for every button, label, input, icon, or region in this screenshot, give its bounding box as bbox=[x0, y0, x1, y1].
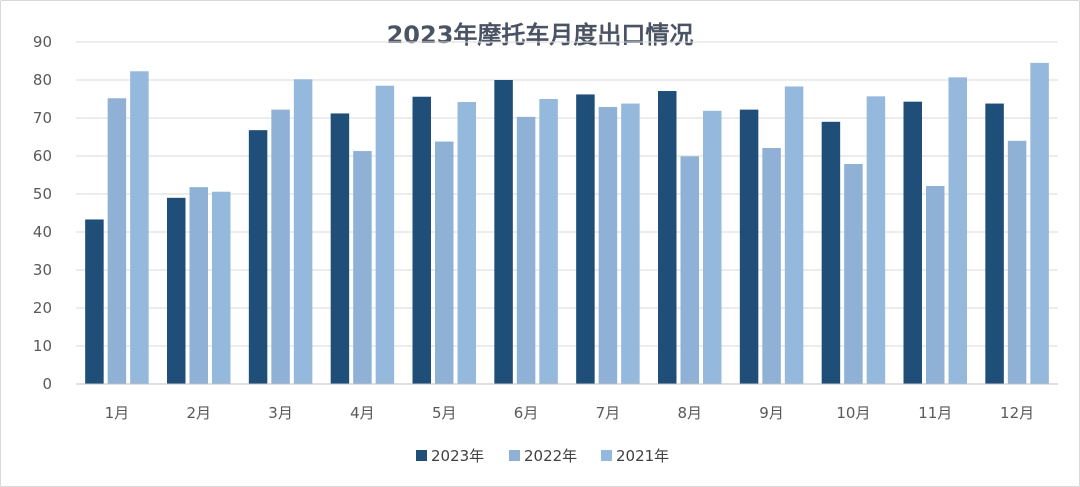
chart-title: 2023年摩托车月度出口情况 bbox=[387, 21, 694, 49]
bar-2022年-5月 bbox=[435, 141, 454, 384]
y-tick-label: 30 bbox=[33, 261, 52, 279]
x-tick-label: 7月 bbox=[596, 404, 621, 422]
bar-2023年-7月 bbox=[576, 94, 595, 384]
bar-2021年-11月 bbox=[948, 77, 967, 384]
bar-2022年-4月 bbox=[353, 151, 372, 384]
bar-2021年-5月 bbox=[457, 102, 476, 384]
y-tick-label: 90 bbox=[33, 33, 52, 51]
bar-2021年-2月 bbox=[212, 191, 231, 384]
x-tick-label: 4月 bbox=[350, 404, 375, 422]
bar-2022年-1月 bbox=[107, 98, 127, 385]
y-axis: 0 10 20 30 40 50 60 70 80 90 bbox=[33, 33, 52, 393]
bar-2021年-7月 bbox=[621, 103, 640, 384]
x-tick-label: 8月 bbox=[677, 404, 702, 422]
bar-2021年-4月 bbox=[375, 85, 395, 384]
bar-2023年-1月 bbox=[85, 219, 104, 384]
y-tick-label: 60 bbox=[33, 147, 52, 165]
y-tick-label: 70 bbox=[33, 109, 52, 127]
bar-2021年-12月 bbox=[1030, 62, 1049, 385]
x-tick-label: 11月 bbox=[918, 404, 952, 422]
bar-2023年-11月 bbox=[903, 101, 922, 384]
x-tick-label: 3月 bbox=[268, 404, 293, 422]
bar-2022年-7月 bbox=[598, 106, 618, 384]
x-axis: 1月 2月 3月 4月 5月 6月 7月 8月 9月 10月 11月 12月 bbox=[76, 383, 1058, 422]
legend-swatch bbox=[416, 450, 427, 461]
y-tick-label: 40 bbox=[33, 223, 52, 241]
legend-label: 2023年 bbox=[431, 447, 484, 465]
bar-2021年-10月 bbox=[866, 96, 886, 384]
y-tick-label: 10 bbox=[33, 337, 52, 355]
bar-2021年-1月 bbox=[130, 71, 149, 384]
x-tick-label: 2月 bbox=[186, 404, 211, 422]
x-tick-label: 10月 bbox=[836, 404, 870, 422]
bar-2023年-2月 bbox=[167, 197, 186, 384]
bars bbox=[85, 62, 1049, 385]
bar-2021年-6月 bbox=[539, 99, 558, 384]
bar-2022年-2月 bbox=[189, 187, 208, 384]
bar-2022年-8月 bbox=[680, 156, 699, 384]
bar-2022年-9月 bbox=[762, 148, 781, 384]
bar-2023年-8月 bbox=[658, 91, 677, 385]
x-tick-label: 6月 bbox=[514, 404, 539, 422]
legend-swatch bbox=[509, 450, 520, 461]
bar-2023年-12月 bbox=[985, 103, 1004, 384]
bar-2023年-9月 bbox=[739, 109, 759, 384]
bar-2023年-10月 bbox=[821, 121, 841, 385]
bar-2022年-10月 bbox=[844, 163, 863, 384]
bar-2022年-3月 bbox=[271, 109, 290, 384]
x-tick-label: 5月 bbox=[432, 404, 457, 422]
x-tick-label: 1月 bbox=[105, 404, 130, 422]
y-tick-label: 80 bbox=[33, 71, 52, 89]
bar-2022年-11月 bbox=[926, 186, 945, 384]
bar-2023年-6月 bbox=[494, 80, 513, 384]
bar-2021年-8月 bbox=[703, 110, 722, 384]
bar-2022年-6月 bbox=[516, 116, 536, 385]
legend: 2023年 2022年 2021年 bbox=[416, 447, 669, 465]
bar-2021年-9月 bbox=[784, 86, 804, 385]
x-tick-label: 12月 bbox=[1000, 404, 1034, 422]
bar-2023年-5月 bbox=[412, 96, 431, 384]
legend-label: 2022年 bbox=[524, 447, 577, 465]
x-tick-label: 9月 bbox=[759, 404, 784, 422]
bar-2023年-3月 bbox=[248, 130, 268, 384]
y-tick-label: 20 bbox=[33, 299, 52, 317]
bar-2021年-3月 bbox=[293, 79, 313, 385]
y-tick-label: 50 bbox=[33, 185, 52, 203]
legend-label: 2021年 bbox=[616, 447, 669, 465]
y-tick-label: 0 bbox=[42, 375, 52, 393]
bar-2023年-4月 bbox=[330, 113, 350, 384]
legend-swatch bbox=[601, 450, 612, 461]
bar-2022年-12月 bbox=[1007, 140, 1027, 384]
